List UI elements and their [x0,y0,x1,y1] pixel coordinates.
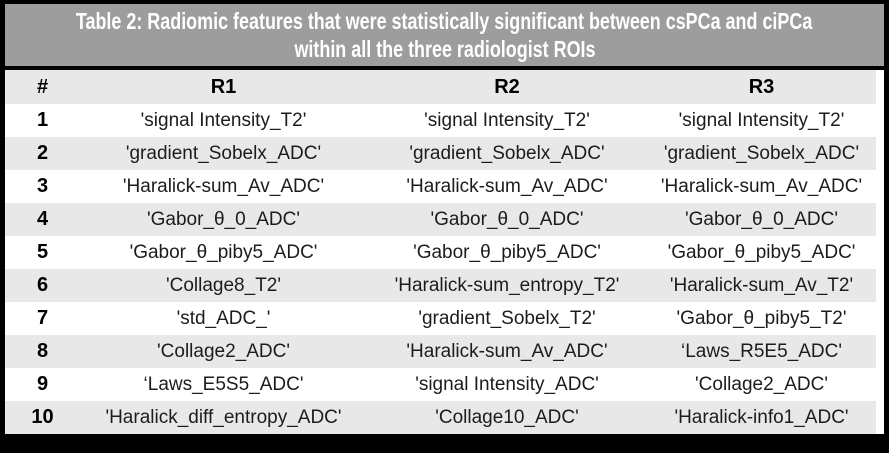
feature-cell-r2: 'Haralick-sum_Av_ADC' [406,175,608,197]
feature-cell-r2: 'gradient_Sobelx_ADC' [367,137,647,170]
feature-cell-r2: 'Haralick-sum_entropy_T2' [367,269,647,302]
row-number-cell: 9 [36,373,49,395]
col-header-number: # [5,70,80,104]
radiomic-features-table: # R1 R2 R3 1 'signal Intensity_T2' 'signal… [5,70,876,434]
table-row: 9 ‘Laws_E5S5_ADC' 'signal Intensity_ADC' 'C… [5,368,876,401]
row-number-cell: 10 [5,401,80,434]
col-header-r3: R3 [647,70,876,104]
table-title-line2: within all the three radiologist ROIs [293,36,596,62]
table-row: 1 'signal Intensity_T2' 'signal Intensity_… [5,104,876,137]
table-title: Table 2: Radiomic features that were sta… [5,4,884,66]
feature-cell-r1: 'Gabor_θ_piby5_ADC' [129,241,318,263]
feature-cell-r1: 'std_ADC_' [176,307,271,329]
feature-cell-r3: 'Gabor_θ_0_ADC' [647,203,876,236]
feature-cell-r1: 'Gabor_θ_0_ADC' [80,203,367,236]
row-number-cell: 2 [5,137,80,170]
table-body: 1 'signal Intensity_T2' 'signal Intensity_… [5,104,876,434]
row-number-cell: 3 [36,175,49,197]
table-row: 3 'Haralick-sum_Av_ADC' 'Haralick-sum_Av_A… [5,170,876,203]
feature-cell-r2: 'Collage10_ADC' [367,401,647,434]
row-number-cell: 4 [5,203,80,236]
col-header-r2: R2 [367,70,647,104]
table-title-line1: Table 2: Radiomic features that were sta… [76,8,813,34]
feature-cell-r3: 'signal Intensity_T2' [678,109,845,131]
feature-cell-r2: 'Gabor_θ_piby5_ADC' [413,241,601,263]
feature-cell-r3: ‘Laws_R5E5_ADC' [647,335,876,368]
feature-cell-r3: 'Haralick-info1_ADC' [647,401,876,434]
table-row: 6 'Collage8_T2' 'Haralick-sum_entropy_T2' '… [5,269,876,302]
feature-cell-r1: 'signal Intensity_T2' [140,109,307,131]
table-row: 2'gradient_Sobelx_ADC''gradient_Sobelx_A… [5,137,876,170]
table-row: 10 'Haralick_diff_entropy_ADC' 'Collage10_… [5,401,876,434]
feature-cell-r2: 'Gabor_θ_0_ADC' [367,203,647,236]
feature-cell-r2: 'signal Intensity_ADC' [415,373,599,395]
row-number-cell: 6 [5,269,80,302]
row-number-cell: 7 [36,307,49,329]
feature-cell-r2: 'signal Intensity_T2' [424,109,590,131]
feature-cell-r1: 'Collage8_T2' [80,269,367,302]
feature-cell-r1: ‘Laws_E5S5_ADC' [143,373,304,395]
feature-cell-r3: 'Haralick-sum_Av_ADC' [660,175,863,197]
feature-cell-r3: 'Gabor_θ_piby5_T2' [676,307,847,329]
feature-cell-r1: 'Haralick_diff_entropy_ADC' [80,401,367,434]
feature-cell-r3: 'Collage2_ADC' [695,373,828,395]
row-number-cell: 8 [5,335,80,368]
feature-cell-r2: 'gradient_Sobelx_T2' [418,307,596,329]
table-row: 5 'Gabor_θ_piby5_ADC' 'Gabor_θ_piby5_ADC' '… [5,236,876,269]
row-number-cell: 5 [36,241,49,263]
col-header-r1: R1 [80,70,367,104]
feature-cell-r1: 'Haralick-sum_Av_ADC' [122,175,325,197]
feature-cell-r3: 'Gabor_θ_piby5_ADC' [667,241,856,263]
feature-cell-r1: 'Collage2_ADC' [80,335,367,368]
feature-cell-r2: 'Haralick-sum_Av_ADC' [367,335,647,368]
table-body-area: # R1 R2 R3 1 'signal Intensity_T2' 'signal… [5,70,884,434]
header-row: # R1 R2 R3 [5,70,876,104]
feature-cell-r3: 'gradient_Sobelx_ADC' [647,137,876,170]
feature-cell-r3: 'Haralick-sum_Av_T2' [647,269,876,302]
row-number-cell: 1 [36,109,49,131]
table-row: 7 'std_ADC_' 'gradient_Sobelx_T2' 'Gabor_θ_… [5,302,876,335]
table-row: 8 'Collage2_ADC' 'Haralick-sum_Av_ADC' ‘Law… [5,335,876,368]
feature-cell-r1: 'gradient_Sobelx_ADC' [80,137,367,170]
table-row: 4 'Gabor_θ_0_ADC' 'Gabor_θ_0_ADC' 'Gabor_θ_… [5,203,876,236]
